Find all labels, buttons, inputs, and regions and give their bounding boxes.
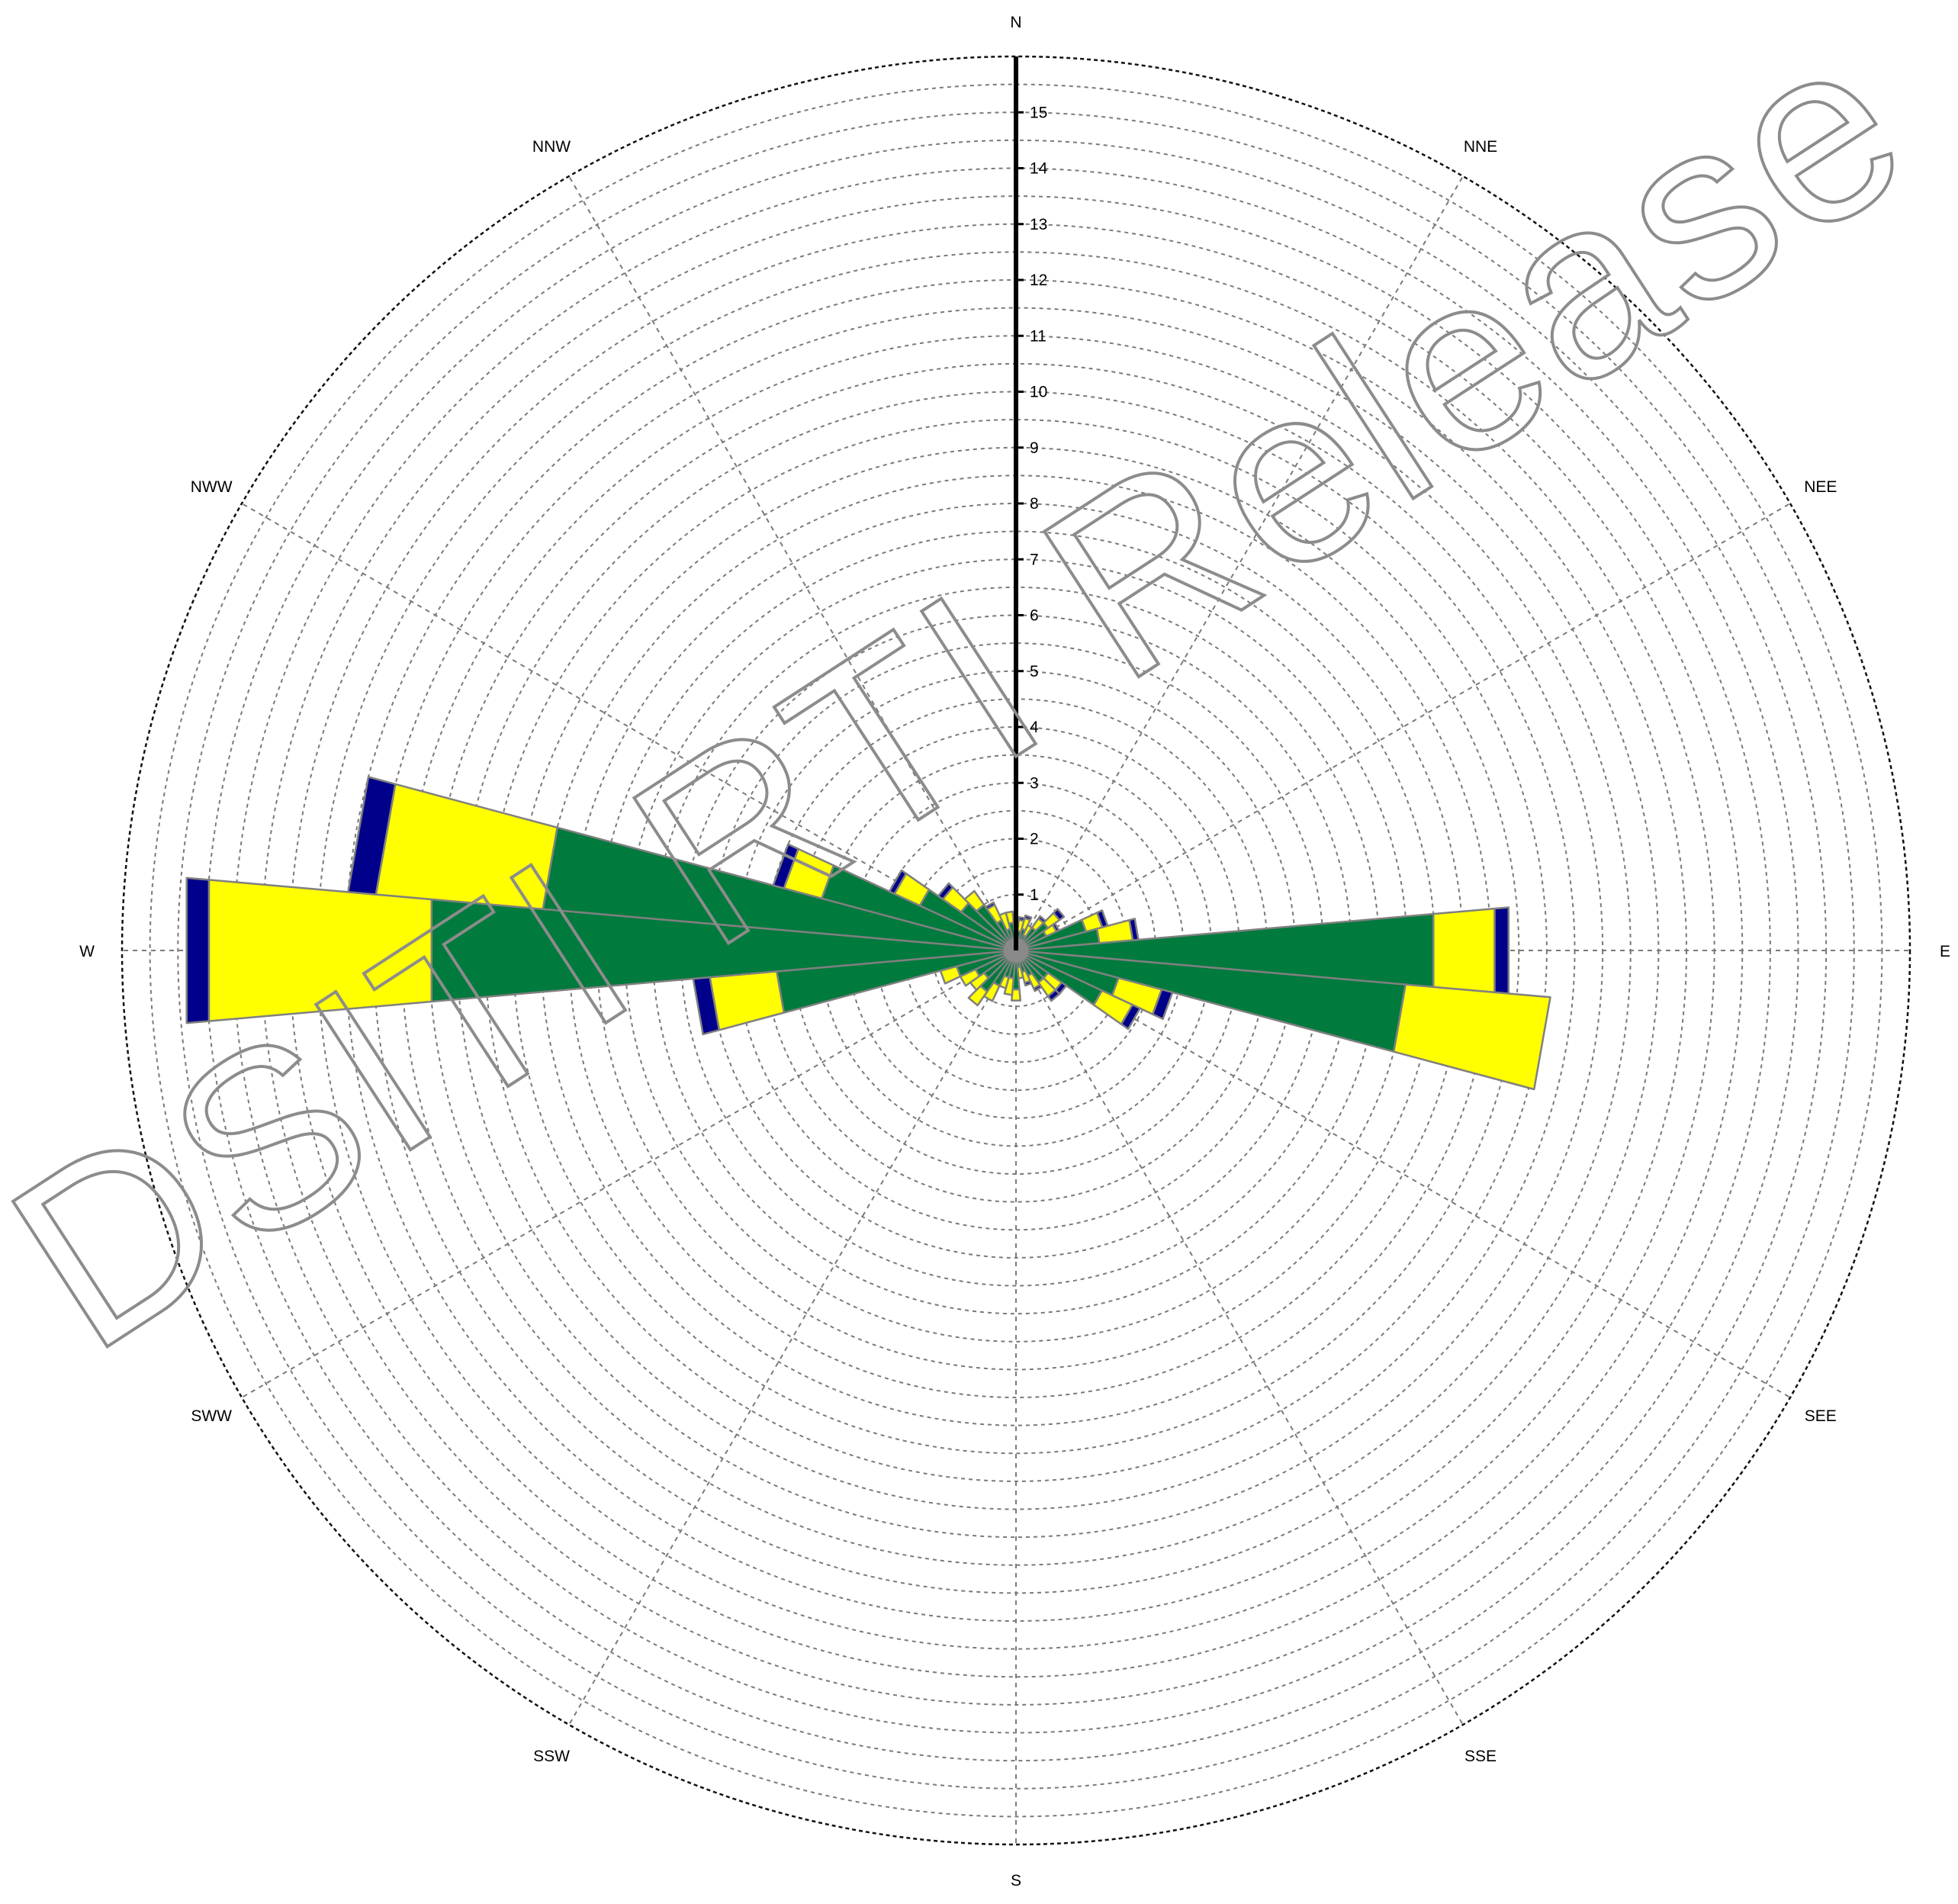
tick-label-12: 12 <box>1030 272 1047 289</box>
tick-label-2: 2 <box>1030 831 1039 848</box>
wedge-120-navy <box>1120 1003 1141 1031</box>
watermark-text: DSITI RTI Release <box>0 0 1953 1404</box>
direction-label-n: N <box>1010 14 1021 31</box>
wedge-220-yellow <box>967 985 989 1007</box>
wedge-320-yellow <box>963 889 985 912</box>
wind-wedges <box>185 776 1551 1091</box>
wedge-90-yellow <box>1432 907 1496 994</box>
direction-label-s: S <box>1011 1872 1021 1890</box>
spoke-nne <box>1015 175 1464 951</box>
direction-label-sww: SWW <box>191 1407 232 1425</box>
wedge-180-yellow <box>1011 988 1021 1002</box>
tick-label-10: 10 <box>1030 384 1047 401</box>
spoke-see <box>1015 950 1791 1398</box>
direction-label-see: SEE <box>1805 1407 1837 1425</box>
tick-label-9: 9 <box>1030 439 1039 457</box>
wedge-330-navy <box>984 901 996 911</box>
watermark: DSITI RTI Release <box>0 0 1953 1404</box>
direction-label-e: E <box>1940 943 1950 960</box>
wedge-310-navy <box>937 882 954 901</box>
spoke-ssw <box>568 950 1017 1726</box>
direction-label-nww: NWW <box>191 478 233 496</box>
spoke-nee <box>1015 503 1791 951</box>
spoke-nnw <box>568 175 1017 951</box>
grid-ring <box>149 83 1883 1818</box>
direction-label-ssw: SSW <box>533 1748 570 1765</box>
tick-label-8: 8 <box>1030 495 1039 513</box>
tick-label-11: 11 <box>1030 327 1047 345</box>
wedge-160-navy <box>1024 979 1033 987</box>
tick-label-6: 6 <box>1030 607 1039 625</box>
wedge-90-navy <box>1493 906 1510 995</box>
wedge-140-navy <box>1047 989 1061 1002</box>
tick-label-4: 4 <box>1030 719 1039 736</box>
outer-ring <box>121 55 1911 1846</box>
direction-label-nee: NEE <box>1804 478 1837 496</box>
tick-label-7: 7 <box>1030 551 1039 568</box>
wedge-50-navy <box>1052 908 1066 921</box>
direction-labels: N NNE NEE E SEE SSE S SSW SWW W NWW NNW <box>79 14 1950 1890</box>
wedge-150-navy <box>1032 983 1043 992</box>
tick-label-15: 15 <box>1030 104 1047 121</box>
wedge-20-navy <box>1024 914 1033 921</box>
direction-label-sse: SSE <box>1464 1748 1497 1765</box>
wedge-280-navy <box>347 776 397 896</box>
tick-label-1: 1 <box>1030 886 1039 904</box>
spoke-sww <box>241 950 1017 1398</box>
wedge-270-navy <box>185 876 211 1024</box>
tick-label-3: 3 <box>1030 774 1039 792</box>
grid-ring <box>177 111 1855 1790</box>
wedge-110-navy <box>1152 988 1174 1021</box>
wedge-190-yellow <box>1003 976 1015 996</box>
tick-label-14: 14 <box>1030 160 1048 178</box>
wedge-290-navy <box>772 843 799 889</box>
spoke-sse <box>1015 950 1464 1726</box>
direction-label-nne: NNE <box>1464 138 1497 156</box>
wedge-350-yellow <box>1005 910 1015 925</box>
wedge-300-navy <box>888 869 908 895</box>
spoke-nww <box>241 503 1017 951</box>
direction-label-w: W <box>79 943 95 960</box>
tick-label-13: 13 <box>1030 216 1047 233</box>
tick-label-5: 5 <box>1030 663 1039 680</box>
wedge-100-yellow <box>1393 983 1551 1091</box>
grid-ring <box>484 419 1548 1482</box>
direction-label-nnw: NNW <box>532 138 571 156</box>
